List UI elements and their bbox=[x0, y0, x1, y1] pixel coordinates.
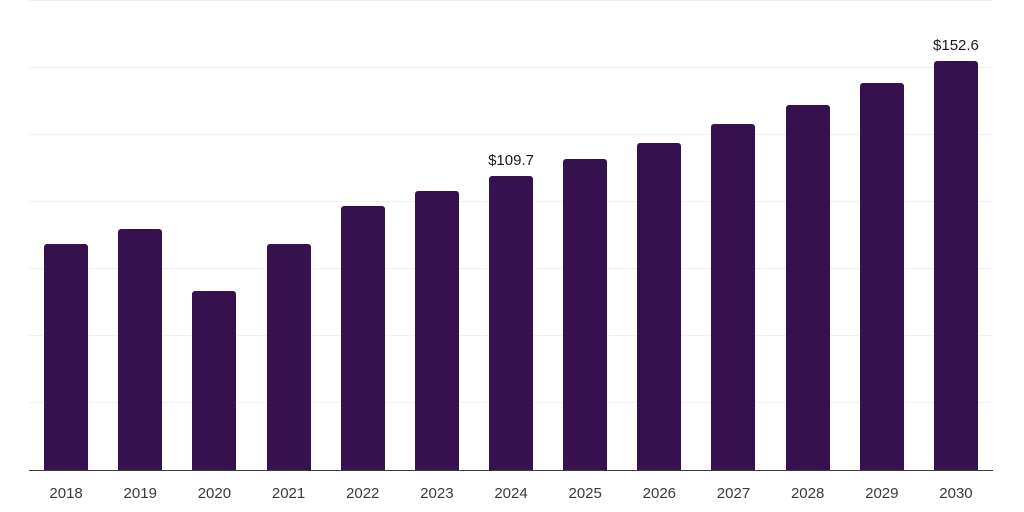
bar-2024 bbox=[489, 176, 534, 470]
bar-2026 bbox=[637, 143, 682, 470]
bar-slot-2022 bbox=[326, 1, 400, 470]
bar-2022 bbox=[340, 206, 385, 470]
x-tick-2024: 2024 bbox=[494, 485, 528, 502]
bar-2029 bbox=[859, 83, 904, 470]
bar-2020 bbox=[192, 290, 237, 470]
bar-slot-2024: $109.7 bbox=[474, 1, 548, 470]
bar-slot-2019 bbox=[103, 1, 177, 470]
bar-slot-2025 bbox=[548, 1, 622, 470]
bar-slot-2018 bbox=[29, 1, 103, 470]
x-tick-2026: 2026 bbox=[642, 485, 677, 502]
bar-2028 bbox=[785, 104, 830, 470]
x-tick-2030: 2030 bbox=[939, 485, 973, 502]
x-tick-2021: 2021 bbox=[271, 485, 306, 502]
x-tick-2019: 2019 bbox=[123, 485, 157, 502]
bar-slot-2020 bbox=[177, 1, 251, 470]
bar-2021 bbox=[266, 243, 311, 470]
x-tick-2029: 2029 bbox=[865, 485, 899, 502]
bar-2018 bbox=[44, 243, 89, 470]
bar-2023 bbox=[414, 191, 459, 470]
x-tick-2025: 2025 bbox=[568, 485, 602, 502]
gridline-175 bbox=[29, 0, 993, 1]
x-axis-tick-labels: 2018 2019 2020 2021 2022 2023 2024 2025 2026 2027… bbox=[29, 471, 993, 501]
x-axis-line bbox=[29, 470, 993, 471]
bar-2025 bbox=[563, 159, 608, 470]
bar-2030 bbox=[933, 61, 978, 470]
x-tick-2020: 2020 bbox=[197, 485, 232, 502]
bar-slot-2028 bbox=[771, 1, 845, 470]
bar-slot-2030: $152.6 bbox=[919, 1, 993, 470]
x-tick-2023: 2023 bbox=[420, 485, 454, 502]
data-label-2024: $109.7 bbox=[488, 152, 534, 170]
bar-slot-2027 bbox=[696, 1, 770, 470]
bar-slot-2026 bbox=[622, 1, 696, 470]
bar-slot-2023 bbox=[400, 1, 474, 470]
x-tick-2022: 2022 bbox=[346, 485, 380, 502]
gridline-150 bbox=[29, 67, 993, 68]
bar-2027 bbox=[711, 124, 756, 470]
x-tick-2028: 2028 bbox=[790, 485, 825, 502]
bar-2019 bbox=[118, 229, 163, 470]
plot-area: $109.7 $152.6 bbox=[29, 0, 993, 470]
x-tick-2018: 2018 bbox=[49, 485, 83, 502]
bar-slot-2021 bbox=[251, 1, 325, 470]
gridline-125 bbox=[29, 134, 993, 135]
bars-container: $109.7 $152.6 bbox=[29, 1, 993, 470]
x-tick-2027: 2027 bbox=[716, 485, 751, 502]
bar-slot-2029 bbox=[845, 1, 919, 470]
data-label-2030: $152.6 bbox=[933, 37, 979, 55]
